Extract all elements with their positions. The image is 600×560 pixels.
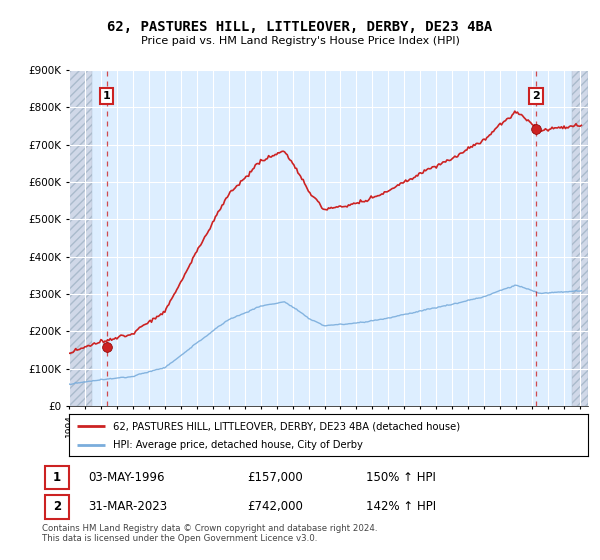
Text: 150% ↑ HPI: 150% ↑ HPI bbox=[366, 471, 436, 484]
Text: 1: 1 bbox=[103, 91, 111, 101]
Text: 1: 1 bbox=[53, 471, 61, 484]
FancyBboxPatch shape bbox=[45, 495, 69, 519]
Text: Price paid vs. HM Land Registry's House Price Index (HPI): Price paid vs. HM Land Registry's House … bbox=[140, 36, 460, 46]
Bar bbox=[69, 70, 92, 406]
Text: Contains HM Land Registry data © Crown copyright and database right 2024.
This d: Contains HM Land Registry data © Crown c… bbox=[42, 524, 377, 543]
Text: 62, PASTURES HILL, LITTLEOVER, DERBY, DE23 4BA (detached house): 62, PASTURES HILL, LITTLEOVER, DERBY, DE… bbox=[113, 421, 460, 431]
Text: 03-MAY-1996: 03-MAY-1996 bbox=[88, 471, 164, 484]
Text: HPI: Average price, detached house, City of Derby: HPI: Average price, detached house, City… bbox=[113, 440, 363, 450]
Text: 142% ↑ HPI: 142% ↑ HPI bbox=[366, 500, 436, 514]
Text: 2: 2 bbox=[53, 500, 61, 514]
Bar bbox=[572, 70, 588, 406]
Text: 31-MAR-2023: 31-MAR-2023 bbox=[88, 500, 167, 514]
Text: 2: 2 bbox=[532, 91, 540, 101]
Text: 62, PASTURES HILL, LITTLEOVER, DERBY, DE23 4BA: 62, PASTURES HILL, LITTLEOVER, DERBY, DE… bbox=[107, 20, 493, 34]
Text: £157,000: £157,000 bbox=[247, 471, 303, 484]
FancyBboxPatch shape bbox=[45, 465, 69, 489]
Text: £742,000: £742,000 bbox=[247, 500, 303, 514]
